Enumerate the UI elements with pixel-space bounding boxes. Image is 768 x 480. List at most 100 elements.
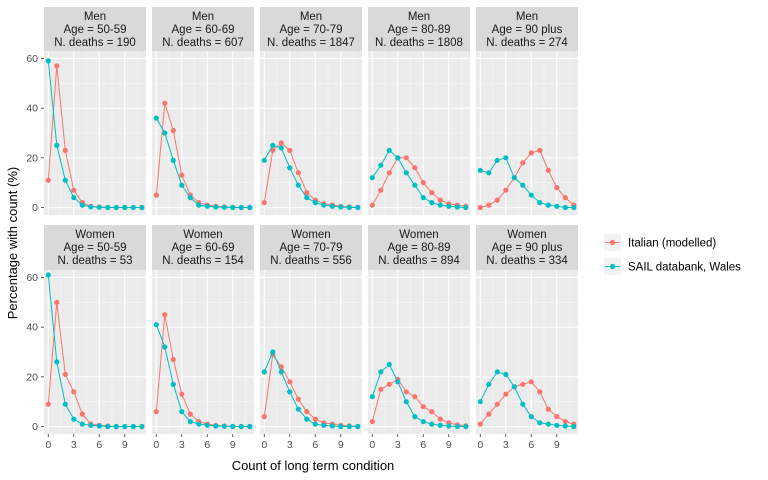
data-point-sail bbox=[346, 204, 352, 211]
data-point-sail bbox=[304, 416, 310, 422]
strip-label-deaths: N. deaths = 556 bbox=[270, 255, 352, 267]
data-point-italian bbox=[369, 419, 375, 425]
data-point-sail bbox=[503, 155, 509, 161]
data-point-sail bbox=[54, 359, 60, 365]
data-point-sail bbox=[270, 349, 276, 355]
data-point-sail bbox=[454, 204, 460, 210]
data-point-sail bbox=[503, 371, 509, 377]
data-point-italian bbox=[386, 381, 392, 387]
data-point-italian bbox=[295, 396, 301, 402]
data-point-sail bbox=[437, 422, 443, 428]
data-point-italian bbox=[62, 371, 68, 377]
data-point-sail bbox=[213, 423, 219, 429]
data-point-sail bbox=[562, 204, 568, 211]
data-point-sail bbox=[528, 192, 534, 198]
x-tick-label: 9 bbox=[230, 439, 236, 451]
data-point-italian bbox=[312, 416, 318, 422]
data-point-italian bbox=[304, 190, 310, 196]
x-tick-label: 0 bbox=[369, 439, 375, 451]
data-point-sail bbox=[179, 409, 185, 415]
data-point-sail bbox=[486, 381, 492, 387]
data-point-sail bbox=[79, 202, 85, 208]
data-point-italian bbox=[179, 391, 185, 397]
data-point-sail bbox=[386, 147, 392, 153]
panel-strip bbox=[152, 225, 254, 270]
strip-label-sex: Men bbox=[408, 11, 430, 23]
legend-key-point bbox=[609, 263, 616, 270]
strip-label-sex: Women bbox=[183, 229, 222, 241]
data-point-sail bbox=[270, 142, 276, 148]
data-point-sail bbox=[412, 414, 418, 420]
x-tick-label: 6 bbox=[420, 439, 426, 451]
strip-label-deaths: N. deaths = 154 bbox=[162, 255, 244, 267]
data-point-italian bbox=[153, 409, 159, 415]
data-point-italian bbox=[412, 165, 418, 171]
data-point-sail bbox=[130, 204, 136, 211]
data-point-italian bbox=[477, 204, 483, 211]
data-point-sail bbox=[520, 182, 526, 188]
data-point-italian bbox=[477, 421, 483, 427]
data-point-sail bbox=[511, 384, 517, 390]
data-point-sail bbox=[420, 195, 426, 201]
panel-strip bbox=[368, 225, 470, 270]
y-tick-label: 60 bbox=[26, 272, 38, 284]
data-point-sail bbox=[321, 422, 327, 428]
strip-label-deaths: N. deaths = 274 bbox=[486, 37, 568, 49]
strip-label-age: Age = 50-59 bbox=[64, 242, 127, 254]
data-point-sail bbox=[338, 204, 344, 210]
strip-label-sex: Women bbox=[399, 229, 438, 241]
data-point-sail bbox=[153, 322, 159, 328]
data-point-italian bbox=[486, 202, 492, 208]
data-point-sail bbox=[204, 422, 210, 428]
strip-label-deaths: N. deaths = 1847 bbox=[267, 37, 355, 49]
data-point-sail bbox=[355, 204, 361, 211]
data-point-sail bbox=[378, 162, 384, 168]
data-point-sail bbox=[238, 423, 244, 430]
x-tick-label: 9 bbox=[338, 439, 344, 451]
legend-key-point bbox=[609, 239, 616, 246]
data-point-sail bbox=[537, 200, 543, 206]
data-point-italian bbox=[278, 140, 284, 146]
legend-label: Italian (modelled) bbox=[628, 238, 716, 250]
data-point-italian bbox=[162, 100, 168, 106]
data-point-italian bbox=[503, 391, 509, 397]
data-point-sail bbox=[304, 195, 310, 201]
y-axis-title: Percentage with count (%) bbox=[5, 167, 20, 319]
y-tick-label: 60 bbox=[26, 53, 38, 65]
panel-strip bbox=[260, 225, 362, 270]
data-point-italian bbox=[437, 416, 443, 422]
data-point-italian bbox=[71, 389, 77, 395]
data-point-italian bbox=[486, 411, 492, 417]
data-point-sail bbox=[571, 423, 577, 430]
strip-label-age: Age = 70-79 bbox=[280, 242, 343, 254]
y-tick-label: 20 bbox=[26, 371, 38, 383]
x-tick-label: 9 bbox=[446, 439, 452, 451]
data-point-italian bbox=[170, 127, 176, 134]
strip-label-deaths: N. deaths = 53 bbox=[57, 255, 132, 267]
strip-label-age: Age = 70-79 bbox=[280, 24, 343, 36]
data-point-sail bbox=[71, 416, 77, 422]
strip-label-sex: Women bbox=[75, 229, 114, 241]
data-point-sail bbox=[105, 204, 111, 211]
data-point-italian bbox=[304, 409, 310, 415]
data-point-sail bbox=[45, 272, 51, 278]
data-point-italian bbox=[420, 180, 426, 186]
data-point-italian bbox=[429, 190, 435, 196]
data-point-sail bbox=[295, 182, 301, 188]
data-point-sail bbox=[62, 401, 68, 407]
panel-strip bbox=[368, 7, 470, 51]
data-point-sail bbox=[204, 203, 210, 209]
data-point-sail bbox=[545, 421, 551, 427]
data-point-sail bbox=[230, 423, 236, 430]
data-point-sail bbox=[139, 423, 145, 430]
panel-strip bbox=[260, 7, 362, 51]
data-point-italian bbox=[369, 202, 375, 208]
data-point-sail bbox=[79, 421, 85, 427]
